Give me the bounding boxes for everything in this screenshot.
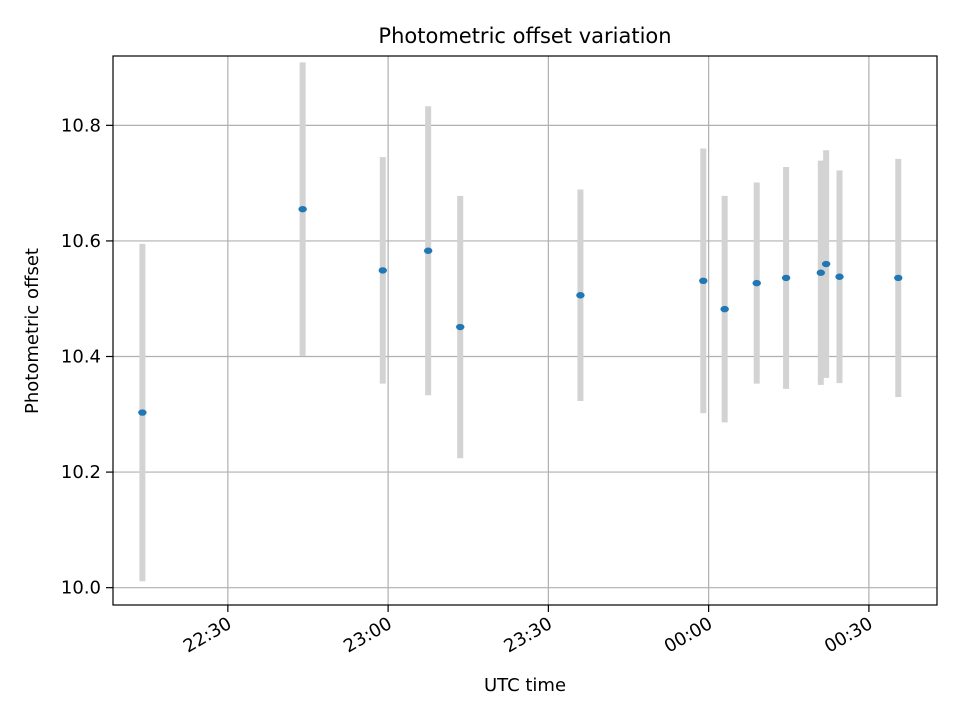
grid (113, 56, 937, 605)
data-point (781, 274, 791, 282)
y-tick-label: 10.4 (61, 347, 101, 368)
data-point (752, 279, 761, 287)
data-point (138, 409, 147, 416)
plot-area-frame (112, 55, 938, 606)
y-tick-label: 10.8 (61, 115, 101, 136)
data-point (699, 277, 708, 285)
data-point (720, 305, 729, 313)
y-tick-label: 10.0 (61, 578, 101, 599)
data-point (816, 269, 826, 276)
y-tick-labels: 10.0 10.2 10.4 10.6 10.8 (61, 115, 101, 598)
data-point (378, 267, 387, 274)
y-axis-label: Photometric offset (22, 248, 43, 414)
y-tick-label: 10.6 (61, 231, 101, 252)
data-point (298, 205, 307, 213)
x-axis-label: UTC time (484, 675, 566, 696)
data-point (423, 247, 433, 254)
data-point (576, 292, 585, 299)
y-tick-label: 10.2 (61, 462, 101, 483)
data-point (456, 323, 465, 331)
ticks (106, 124, 870, 612)
data-points (138, 205, 903, 416)
data-point (821, 260, 831, 268)
data-point (835, 273, 844, 280)
data-point (894, 274, 903, 282)
chart-title: Photometric offset variation (378, 24, 671, 48)
